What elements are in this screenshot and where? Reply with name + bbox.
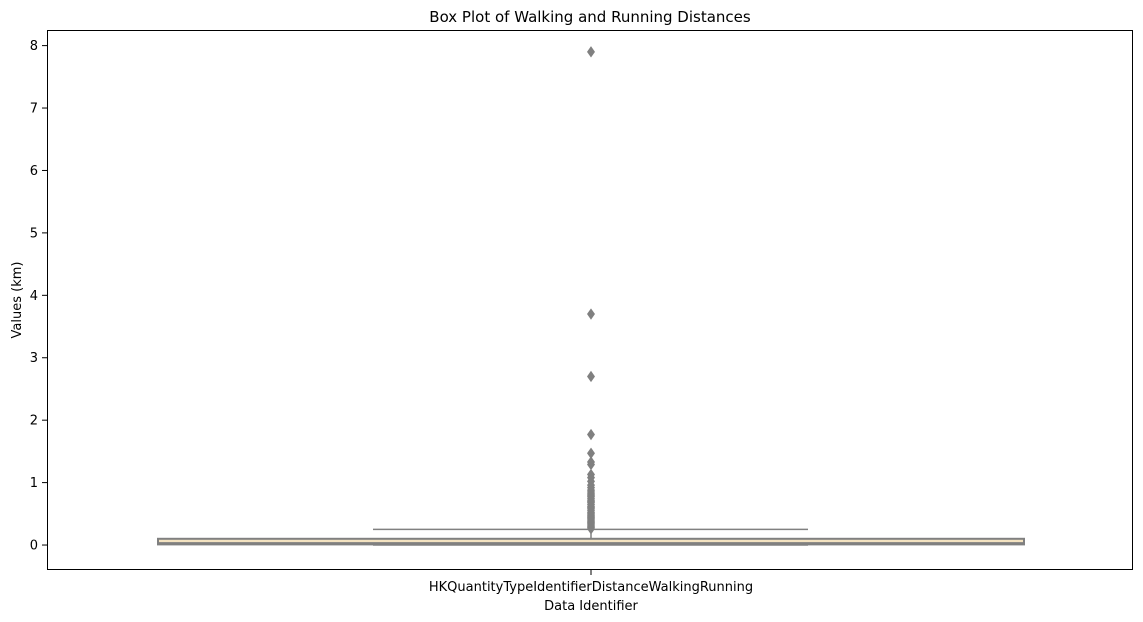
plot-frame [47,30,1133,570]
outlier-point [587,523,595,535]
y-tick-label: 6 [30,164,38,179]
chart-title: Box Plot of Walking and Running Distance… [429,8,751,26]
y-tick-label: 1 [30,476,38,491]
x-axis-label: Data Identifier [544,599,638,614]
y-tick-label: 3 [30,351,38,366]
outlier-point [587,370,595,383]
x-tick-label: HKQuantityTypeIdentifierDistanceWalkingR… [429,580,753,595]
y-axis-label: Values (km) [10,262,25,339]
outlier-point [587,428,595,441]
y-tick-label: 5 [30,226,38,241]
y-tick-label: 8 [30,39,38,54]
outlier-point [587,308,595,320]
plot-area [157,46,1025,546]
y-axis: 0 1 2 3 4 5 6 7 8 [30,39,47,554]
y-tick-label: 2 [30,414,38,429]
y-tick-label: 0 [30,539,38,554]
interquartile-box [157,537,1025,546]
x-axis: HKQuantityTypeIdentifierDistanceWalkingR… [429,570,753,595]
y-tick-label: 7 [30,102,38,117]
y-tick-label: 4 [30,289,38,304]
outlier-point [587,46,595,58]
